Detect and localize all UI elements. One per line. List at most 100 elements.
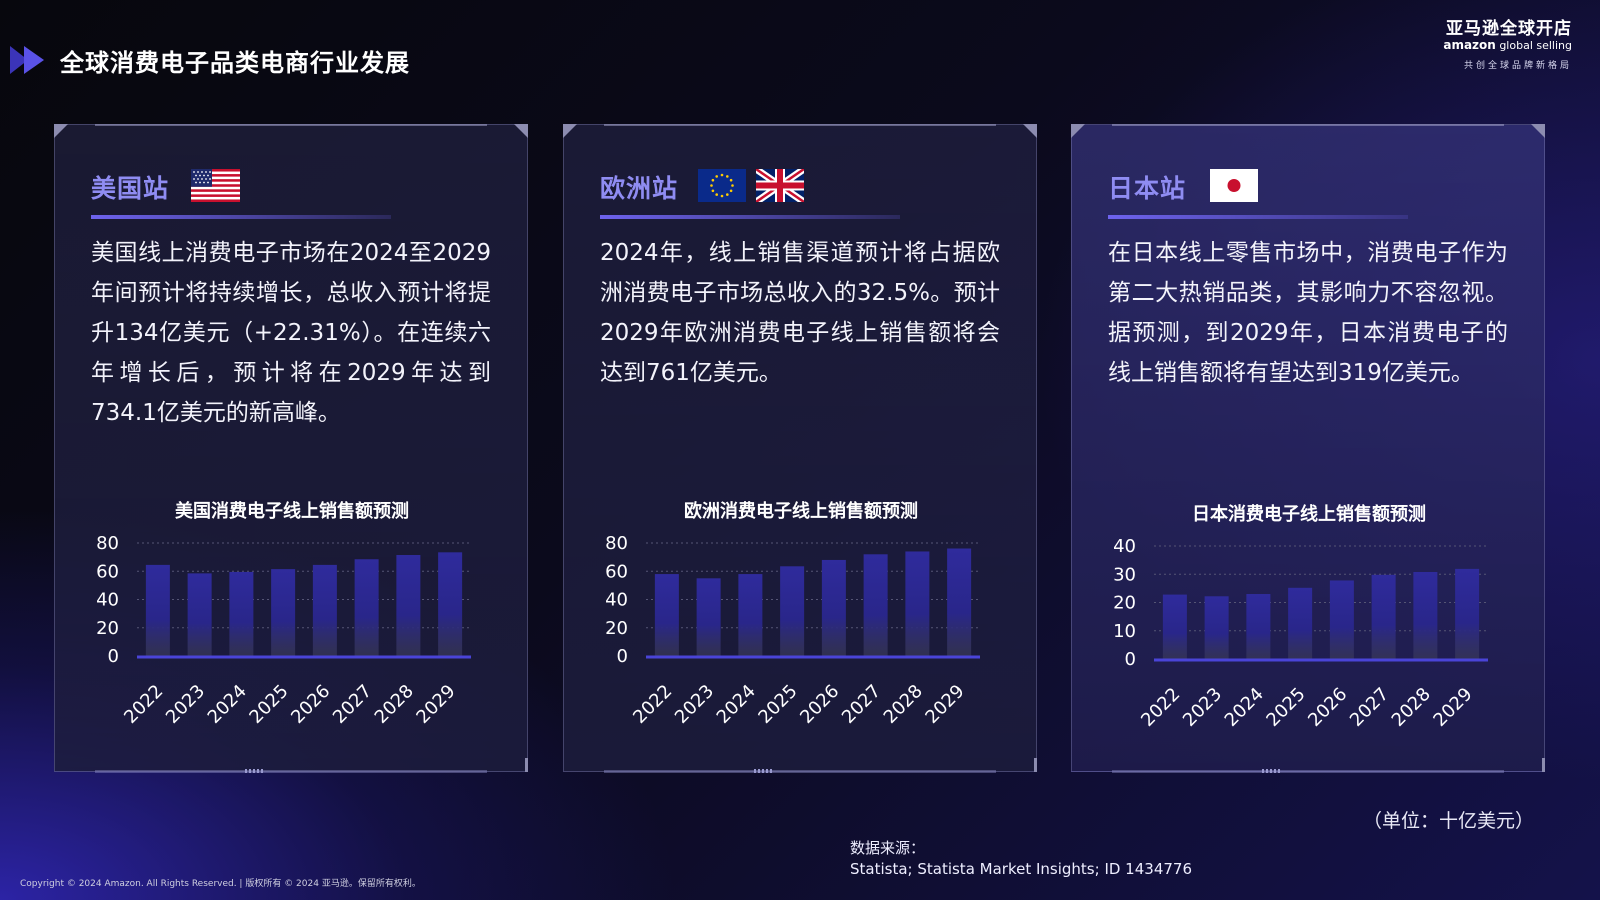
- logo-en: amazon global selling: [1422, 38, 1572, 52]
- region-underline: [91, 215, 391, 219]
- y-tick-label: 40: [96, 590, 119, 611]
- bar: [780, 566, 805, 656]
- logo-brand: amazon: [1443, 38, 1496, 52]
- y-tick-label: 0: [617, 646, 628, 667]
- y-tick-label: 60: [96, 561, 119, 582]
- logo-slogan: 共创全球品牌新格局: [1463, 61, 1572, 71]
- bar: [1288, 587, 1313, 659]
- x-tick-label: 2026: [796, 681, 843, 728]
- x-tick-label: 2028: [1388, 684, 1435, 731]
- bar: [1329, 580, 1354, 659]
- bar: [1246, 594, 1271, 659]
- uk-flag-icon: [756, 169, 804, 202]
- data-source: 数据来源： Statista; Statista Market Insights…: [850, 838, 1192, 880]
- region-description: 美国线上消费电子市场在2024至2029年间预计将持续增长，总收入预计将提升13…: [91, 240, 491, 426]
- x-tick-label: 2023: [162, 681, 209, 728]
- bar: [1371, 574, 1396, 659]
- region-description: 2024年，线上销售渠道预计将占据欧洲消费电子市场总收入的32.5%。预计202…: [600, 240, 1000, 386]
- region-title: 日本站: [1108, 174, 1187, 203]
- x-tick-label: 2027: [838, 681, 885, 728]
- source-text: Statista; Statista Market Insights; ID 1…: [850, 860, 1192, 878]
- copyright: Copyright © 2024 Amazon. All Rights Rese…: [20, 879, 421, 889]
- x-tick-label: 2028: [371, 681, 418, 728]
- bar: [229, 571, 254, 656]
- x-tick-label: 2023: [671, 681, 718, 728]
- y-tick-label: 80: [96, 533, 119, 554]
- bar: [696, 578, 721, 656]
- bar: [354, 559, 379, 656]
- y-tick-label: 0: [1125, 649, 1136, 670]
- bar: [947, 548, 972, 656]
- bar: [654, 574, 679, 656]
- double-arrow-icon: [10, 46, 44, 74]
- logo-en-rest: global selling: [1499, 39, 1572, 52]
- x-tick-label: 2029: [1429, 684, 1476, 731]
- chart-title: 欧洲消费电子线上销售额预测: [684, 501, 918, 522]
- region-underline: [600, 215, 900, 219]
- y-tick-label: 40: [605, 590, 628, 611]
- bar: [1413, 571, 1438, 659]
- logo-cn: 亚马逊全球开店: [1446, 19, 1572, 39]
- chart-title: 美国消费电子线上销售额预测: [175, 501, 409, 522]
- page-title: 全球消费电子品类电商行业发展: [60, 48, 410, 77]
- x-tick-label: 2027: [1346, 684, 1393, 731]
- amazon-global-selling-logo: 亚马逊全球开店 amazon global selling 共创全球品牌新格局: [1422, 14, 1572, 71]
- bar: [187, 573, 212, 656]
- us-flag-icon: [191, 169, 240, 202]
- y-tick-label: 20: [605, 618, 628, 639]
- x-tick-label: 2023: [1179, 684, 1226, 731]
- x-tick-label: 2024: [1221, 684, 1268, 731]
- bar: [396, 555, 421, 656]
- card-eu: 欧洲站 2024年，线上销售渠道预计将占据欧洲消费电子市场总收入的32.5%。预…: [563, 124, 1037, 773]
- bar: [738, 574, 763, 656]
- x-tick-label: 2027: [329, 681, 376, 728]
- bar: [438, 552, 463, 656]
- japan-flag-icon: [1210, 169, 1258, 202]
- y-tick-label: 30: [1113, 564, 1136, 585]
- region-underline: [1108, 215, 1408, 219]
- bar-chart-japan: 0 10 20 30 40 2022202320242025202620272028202…: [1113, 536, 1488, 731]
- bar-chart-eu: 0 20 40 60 80 2022202320242025202620272028202…: [605, 533, 980, 728]
- unit-label: （单位：十亿美元）: [1362, 810, 1534, 832]
- x-tick-label: 2029: [921, 681, 968, 728]
- source-label: 数据来源：: [850, 839, 926, 857]
- x-tick-label: 2022: [1137, 684, 1184, 731]
- x-tick-label: 2029: [412, 681, 459, 728]
- bar: [145, 564, 170, 656]
- y-tick-label: 10: [1113, 621, 1136, 642]
- bar: [312, 564, 337, 656]
- flag-group: [698, 169, 804, 202]
- bar: [905, 551, 930, 656]
- x-tick-label: 2026: [1304, 684, 1351, 731]
- flag-group: [191, 169, 240, 202]
- x-tick-label: 2026: [287, 681, 334, 728]
- eu-flag-icon: [698, 169, 746, 202]
- bar-chart-us: 0 20 40 60 80 2022202320242025202620272028202…: [96, 533, 471, 728]
- x-tick-label: 2022: [629, 681, 676, 728]
- bar: [1204, 596, 1229, 659]
- region-title: 欧洲站: [600, 174, 679, 203]
- x-tick-label: 2025: [245, 681, 292, 728]
- y-tick-label: 80: [605, 533, 628, 554]
- bar: [1455, 568, 1480, 659]
- x-tick-label: 2022: [120, 681, 167, 728]
- bar: [821, 559, 846, 656]
- flag-group: [1210, 169, 1258, 202]
- bar: [271, 569, 296, 656]
- y-tick-label: 20: [1113, 593, 1136, 614]
- x-tick-label: 2024: [204, 681, 251, 728]
- y-tick-label: 40: [1113, 536, 1136, 557]
- x-tick-label: 2024: [713, 681, 760, 728]
- y-tick-label: 20: [96, 618, 119, 639]
- card-japan: 日本站 在日本线上零售市场中，消费电子作为第二大热销品类，其影响力不容忽视。据预…: [1071, 124, 1545, 773]
- bar: [863, 554, 888, 656]
- region-title: 美国站: [91, 174, 170, 203]
- bar: [1162, 594, 1187, 659]
- y-tick-label: 0: [108, 646, 119, 667]
- page-header: 全球消费电子品类电商行业发展: [10, 40, 410, 80]
- x-tick-label: 2025: [1262, 684, 1309, 731]
- region-description: 在日本线上零售市场中，消费电子作为第二大热销品类，其影响力不容忽视。据预测，到2…: [1108, 240, 1508, 386]
- y-tick-label: 60: [605, 561, 628, 582]
- x-tick-label: 2025: [754, 681, 801, 728]
- chart-title: 日本消费电子线上销售额预测: [1192, 504, 1426, 525]
